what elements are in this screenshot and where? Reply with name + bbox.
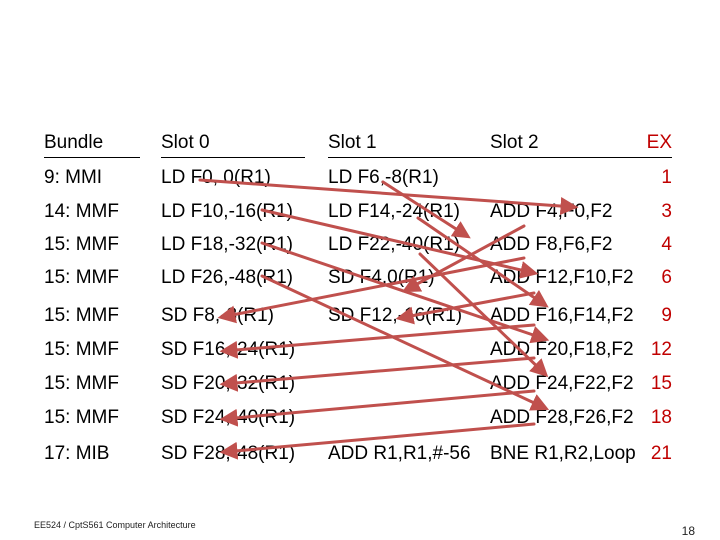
slot-0-cell: SD F20,-32(R1) [161, 373, 296, 394]
table-row: 15: MMF SD F24,-40(R1) ADD F28,F26,F2 18 [0, 402, 720, 433]
slot-2-cell: ADD F24,F22,F2 [490, 373, 634, 394]
bundle-cell: 15: MMF [44, 267, 119, 288]
slot-0-cell: SD F28,-48(R1) [161, 443, 296, 464]
header-slot-0: Slot 0 [161, 128, 305, 158]
slot-1-cell: ADD R1,R1,#-56 [328, 443, 471, 464]
slot-1-cell: LD F22,-40(R1) [328, 234, 460, 255]
ex-cell: 6 [661, 267, 672, 288]
ex-cell: 12 [650, 339, 672, 360]
slot-1-cell: SD F12,-16(R1) [328, 305, 463, 326]
bundle-cell: 15: MMF [44, 407, 119, 428]
slot-1-cell: LD F14,-24(R1) [328, 201, 460, 222]
course-footer: EE524 / CptS561 Computer Architecture [34, 520, 196, 530]
page-number: 18 [681, 524, 695, 538]
bundle-cell: 15: MMF [44, 373, 119, 394]
slot-2-cell: BNE R1,R2,Loop [490, 443, 636, 464]
slot-0-cell: SD F24,-40(R1) [161, 407, 296, 428]
table-row: 15: MMF SD F16,-24(R1) ADD F20,F18,F2 12 [0, 334, 720, 365]
bundle-cell: 15: MMF [44, 339, 119, 360]
ex-cell: 18 [650, 407, 672, 428]
slot-0-cell: LD F0, 0(R1) [161, 167, 271, 188]
slot-1-cell: SD F4,0(R1) [328, 267, 435, 288]
slot-2-cell: ADD F8,F6,F2 [490, 234, 613, 255]
header-slot-1: Slot 1 [328, 128, 490, 158]
slot-0-cell: SD F8,-8(R1) [161, 305, 274, 326]
bundle-cell: 15: MMF [44, 305, 119, 326]
table-row: 9: MMI LD F0, 0(R1) LD F6,-8(R1) 1 [0, 162, 720, 193]
header-slot-2: Slot 2 [490, 128, 672, 158]
bundle-cell: 15: MMF [44, 234, 119, 255]
table-header: Bundle Slot 0 Slot 1 Slot 2 EX [0, 128, 720, 159]
ex-cell: 1 [661, 167, 672, 188]
table-row: 17: MIB SD F28,-48(R1) ADD R1,R1,#-56 BN… [0, 438, 720, 469]
header-bundle: Bundle [44, 128, 140, 158]
table-row: 15: MMF SD F20,-32(R1) ADD F24,F22,F2 15 [0, 368, 720, 399]
slot-0-cell: SD F16,-24(R1) [161, 339, 296, 360]
table-row: 15: MMF LD F18,-32(R1) LD F22,-40(R1) AD… [0, 229, 720, 260]
slot-1-cell: LD F6,-8(R1) [328, 167, 439, 188]
slot-2-cell: ADD F16,F14,F2 [490, 305, 634, 326]
bundle-cell: 17: MIB [44, 443, 110, 464]
slot-0-cell: LD F10,-16(R1) [161, 201, 293, 222]
ex-cell: 4 [661, 234, 672, 255]
header-ex: EX [646, 128, 672, 158]
slot-2-cell: ADD F12,F10,F2 [490, 267, 634, 288]
bundle-cell: 14: MMF [44, 201, 119, 222]
table-row: 14: MMF LD F10,-16(R1) LD F14,-24(R1) AD… [0, 196, 720, 227]
slot-2-cell: ADD F28,F26,F2 [490, 407, 634, 428]
bundle-cell: 9: MMI [44, 167, 103, 188]
ex-cell: 21 [650, 443, 672, 464]
ex-cell: 15 [650, 373, 672, 394]
table-row: 15: MMF LD F26,-48(R1) SD F4,0(R1) ADD F… [0, 262, 720, 293]
slot-0-cell: LD F18,-32(R1) [161, 234, 293, 255]
slot-2-cell: ADD F20,F18,F2 [490, 339, 634, 360]
ex-cell: 3 [661, 201, 672, 222]
table-row: 15: MMF SD F8,-8(R1) SD F12,-16(R1) ADD … [0, 300, 720, 331]
slot-2-cell: ADD F4,F0,F2 [490, 201, 613, 222]
slot-0-cell: LD F26,-48(R1) [161, 267, 293, 288]
ex-cell: 9 [661, 305, 672, 326]
